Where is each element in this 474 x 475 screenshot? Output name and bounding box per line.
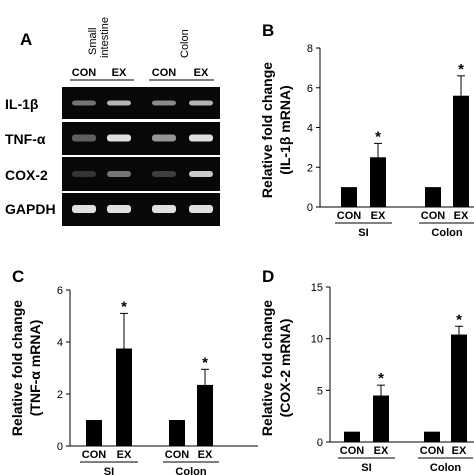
panel-a: A Small intestine Colon CON EX CON EX IL… [5, 17, 220, 226]
panel-c-ylabel-line1: Relative fold change [9, 300, 25, 436]
y-tick-label: 8 [307, 43, 313, 55]
gene-label: IL-1β [5, 96, 39, 112]
y-tick-label: 2 [307, 162, 313, 174]
y-tick-label: 4 [307, 123, 313, 135]
gel-band [72, 205, 96, 213]
lane-label: EX [112, 67, 127, 79]
panel-b: B Relative fold change (IL-1β mRNA) 0 2 4 6… [259, 21, 474, 239]
header-colon: Colon [179, 29, 191, 58]
bar [341, 187, 357, 207]
bar [344, 431, 360, 442]
bar [424, 431, 440, 442]
x-category-label: EX [371, 210, 386, 222]
bar [373, 395, 389, 442]
y-tick-label: 5 [317, 385, 323, 397]
bar [197, 384, 213, 446]
gel-band [72, 100, 96, 106]
gene-label: TNF-α [5, 131, 46, 147]
y-tick-label: 10 [311, 334, 323, 346]
x-category-label: CON [165, 449, 190, 461]
x-category-label: EX [374, 445, 389, 457]
lane-label: CON [72, 67, 97, 79]
gel-band [107, 205, 131, 213]
header-small: Small [87, 27, 99, 55]
panel-b-ylabel-line2: (IL-1β mRNA) [277, 85, 293, 174]
gel-band [189, 100, 213, 106]
gel-band [72, 171, 96, 177]
bar [86, 420, 102, 446]
significance-marker: * [121, 298, 127, 315]
x-category-label: EX [454, 210, 469, 222]
gel-band [152, 205, 176, 213]
panel-c-ylabel-line2: (TNF-α mRNA) [27, 320, 43, 416]
significance-marker: * [458, 61, 464, 78]
y-tick-label: 0 [57, 441, 63, 453]
x-category-label: EX [452, 445, 467, 457]
panel-d-letter: D [262, 267, 274, 286]
bar [451, 334, 467, 442]
bar [453, 95, 469, 207]
x-category-label: CON [340, 445, 365, 457]
panel-a-letter: A [20, 30, 32, 49]
lane-label: EX [194, 67, 209, 79]
gel-band [152, 134, 176, 142]
panel-b-ylabel-line1: Relative fold change [259, 62, 275, 198]
y-tick-label: 15 [311, 282, 323, 294]
bar [370, 157, 386, 207]
x-category-label: CON [337, 210, 362, 222]
header-intestine: intestine [99, 17, 111, 58]
group-label: Colon [175, 466, 206, 475]
gel-band [107, 134, 131, 142]
x-category-label: CON [82, 449, 107, 461]
y-tick-label: 0 [317, 437, 323, 449]
panel-d-ylabel-line1: Relative fold change [259, 300, 275, 436]
x-category-label: EX [198, 449, 213, 461]
gel-band [152, 171, 176, 177]
panel-c-letter: C [12, 267, 24, 286]
significance-marker: * [378, 370, 384, 387]
panel-d-ylabel-line2: (COX-2 mRNA) [277, 319, 293, 418]
gel-band [107, 171, 131, 177]
group-label: SI [358, 227, 368, 239]
significance-marker: * [375, 128, 381, 145]
group-label: Colon [430, 462, 461, 474]
gel-band [72, 134, 96, 142]
x-category-label: EX [117, 449, 132, 461]
y-tick-label: 6 [57, 285, 63, 297]
significance-marker: * [456, 311, 462, 328]
group-label: SI [104, 466, 114, 475]
y-tick-label: 0 [307, 202, 313, 214]
gel-band [189, 171, 213, 177]
x-category-label: CON [421, 210, 446, 222]
bar [116, 348, 132, 446]
gene-label: GAPDH [5, 201, 56, 217]
group-label: Colon [431, 227, 462, 239]
gel-band [152, 100, 176, 106]
panel-c: C Relative fold change (TNF-α mRNA) 0 2 4 6… [9, 267, 258, 475]
panel-d: D Relative fold change (COX-2 mRNA) 0 5 10… [259, 267, 474, 474]
panel-b-letter: B [262, 21, 274, 40]
gene-label: COX-2 [5, 167, 48, 183]
gel-band [189, 205, 213, 213]
y-tick-label: 6 [307, 83, 313, 95]
gel-band [107, 100, 131, 106]
y-tick-label: 2 [57, 389, 63, 401]
x-category-label: CON [420, 445, 445, 457]
bar [169, 420, 185, 446]
gel-band [189, 134, 213, 142]
group-label: SI [361, 462, 371, 474]
significance-marker: * [202, 354, 208, 371]
bar [425, 187, 441, 207]
lane-label: CON [152, 67, 177, 79]
y-tick-label: 4 [57, 337, 63, 349]
